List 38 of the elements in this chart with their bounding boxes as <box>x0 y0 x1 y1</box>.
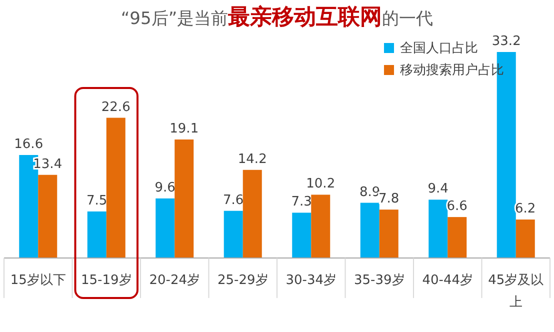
bar <box>242 170 262 258</box>
bar <box>311 194 330 258</box>
bar <box>87 211 106 258</box>
x-tick-label: 15岁以下 <box>10 273 66 288</box>
bar <box>38 174 58 258</box>
data-label: 7.8 <box>378 192 400 207</box>
data-label: 19.1 <box>170 121 199 136</box>
bar <box>156 198 175 258</box>
bar <box>224 210 243 258</box>
data-label: 10.2 <box>306 176 336 192</box>
bar <box>360 202 380 258</box>
x-tick-label: 35-39岁 <box>354 273 405 288</box>
bar <box>428 200 448 258</box>
data-label: 9.4 <box>428 182 448 197</box>
bar <box>292 212 312 258</box>
bar <box>516 220 535 258</box>
x-tick-label: 45岁及以上 <box>488 273 544 310</box>
data-label: 16.6 <box>14 137 44 152</box>
data-label: 22.6 <box>101 100 130 115</box>
chart-title: “95后”是当前最亲移动互联网的一代 <box>120 4 434 30</box>
x-tick-label: 20-24岁 <box>149 273 200 288</box>
data-label: 9.6 <box>154 180 176 196</box>
x-tick-label: 15-19岁 <box>80 273 132 288</box>
bar <box>448 217 467 258</box>
bar <box>174 139 194 258</box>
bar <box>106 118 126 258</box>
data-label: 7.5 <box>86 193 108 208</box>
data-label: 33.2 <box>492 34 521 49</box>
x-tick-label: 25-29岁 <box>217 273 268 288</box>
legend-label: 全国人口占比 <box>400 41 478 56</box>
data-label: 8.9 <box>360 184 380 200</box>
data-label: 6.6 <box>446 199 468 214</box>
data-label: 14.2 <box>238 152 267 167</box>
x-tick-label: 30-34岁 <box>286 273 337 288</box>
bar <box>379 210 398 258</box>
data-label: 7.3 <box>291 194 312 210</box>
data-label: 7.6 <box>223 192 244 208</box>
x-tick-label: 40-44岁 <box>422 273 474 288</box>
